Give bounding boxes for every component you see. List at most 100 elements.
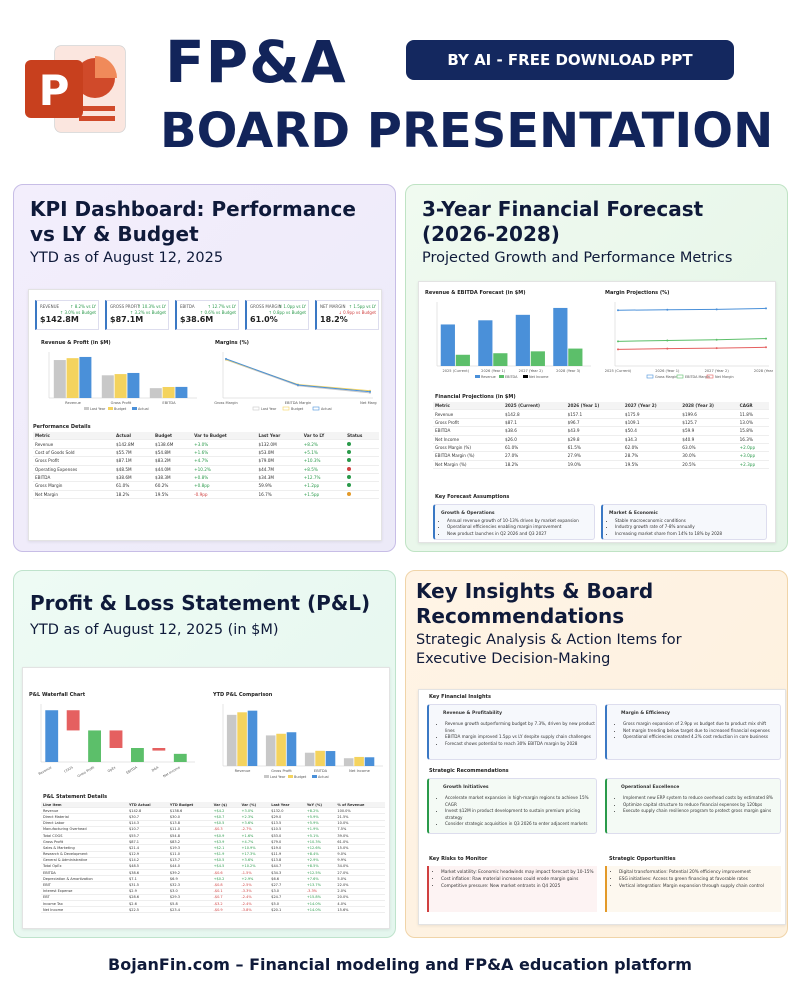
status-cell [345, 456, 379, 466]
table-cell: General & Administrative [41, 857, 127, 864]
table-row: Sales & Marketing $21.4 $19.3 +$2.1 +10.9% $1… [41, 844, 385, 852]
margin-projection-chart: 2025 (Current) 2026 (Year 1) 2027 (Year 2)… [605, 302, 773, 379]
table-row: EBITDA Margin (%) 27.0% 27.9% 28.7% 30.0% +3.… [433, 451, 769, 461]
status-dot [347, 458, 352, 463]
table-cell: +3.6% [239, 857, 270, 864]
category-label: Gross Profit [271, 769, 292, 773]
bullet-item: New product launches in Q2 2026 and Q3 2… [447, 531, 579, 537]
legend-swatch [646, 374, 654, 379]
table-cell: -0.9pp [192, 490, 257, 500]
series-line [617, 338, 767, 342]
column-header: Metric [433, 402, 503, 411]
table-cell: Depreciation & Amortization [41, 875, 127, 883]
table-row: EBIT $31.5 $32.3 -$0.8 -2.5% $27.7 +13.7% 22.0% [41, 881, 385, 889]
bullet-item: Forecast shows potential to reach 30% EB… [445, 741, 596, 748]
bullet-item: Net margin trending below target due to … [623, 728, 770, 735]
status-dot [347, 466, 352, 471]
table-cell: $26.0 [502, 435, 566, 444]
delta-vs-ly: ↑ 10.3% vs LY [137, 304, 166, 309]
table-cell: 34.0% [335, 863, 385, 871]
download-badge[interactable]: BY AI - FREE DOWNLOAD PPT [406, 40, 734, 80]
table-cell: $54.8M [153, 448, 193, 458]
delta-vs-budget: ↓ 0.9pp vs Budget [338, 309, 376, 315]
table-cell: +1.6% [192, 448, 257, 458]
table-row: Depreciation & Amortization $7.1 $6.9 +$0.2… [41, 875, 385, 883]
status-cell [345, 448, 379, 458]
kpi-tile: REVENUE $142.8M ↑ 8.2% vs LY ↑ 3.0% vs Budg… [35, 300, 99, 330]
pl-table-title: P&L Statement Details [43, 794, 108, 800]
legend-swatch [312, 775, 317, 778]
table-cell: $175.9 [622, 409, 681, 419]
table-cell: +0.8pp [192, 481, 257, 491]
bar [530, 351, 545, 366]
table-cell: +4.7% [239, 838, 270, 846]
table-cell: +$3.9 [211, 838, 240, 846]
table-cell: -3.8% [239, 906, 270, 914]
table-cell: $109.1 [622, 418, 681, 428]
bar [175, 386, 188, 398]
table-cell: $40.9 [680, 435, 738, 444]
legend-swatch [499, 375, 504, 378]
table-cell: -$3.2 [211, 900, 240, 908]
table-cell: +3.0pp [737, 451, 769, 461]
table-cell: $32.3 [167, 881, 212, 889]
table-cell: EBIT [41, 881, 127, 889]
kpi-tile: EBITDA $38.6M ↑ 12.7% vs LY ↑ 0.6% vs Budge… [175, 300, 239, 330]
table-cell: $142.8 [502, 409, 566, 419]
table-cell: $10.5 [269, 826, 305, 833]
table-cell: +3.0% [192, 439, 257, 449]
series-line [225, 359, 371, 394]
operational-excellence-box: Operational Excellence Implement new ERP… [605, 778, 781, 834]
kpi-delta: ↑ 1.0pp vs LY ↑ 0.8pp vs Budget [269, 304, 306, 315]
table-cell: -$0.7 [211, 894, 240, 902]
column-header: 2027 (Year 2) [622, 402, 681, 411]
table-cell: Net Income [433, 435, 503, 444]
bar [325, 751, 336, 766]
table-cell: +3.0% [239, 807, 270, 815]
table-cell: 18.2% [114, 490, 154, 500]
legend-label: Budget [294, 775, 307, 779]
table-cell: $13.8 [167, 820, 212, 827]
table-cell: Net Income [41, 906, 127, 914]
table-cell: +10.9% [239, 844, 270, 852]
table-cell: $48.5 [127, 863, 168, 871]
category-label: OpEx [107, 765, 117, 773]
point [666, 339, 669, 342]
revenue-profitability-box: Revenue & Profitability Revenue growth o… [427, 704, 597, 760]
table-cell: +14.0% [304, 900, 336, 908]
kpi-value: 18.2% [320, 315, 348, 324]
table-cell: -2.5% [239, 881, 270, 889]
bullet-item: Market volatility: Economic headwinds ma… [441, 870, 594, 877]
market-economic-box: Market & Economic Stable macroeconomic c… [601, 504, 767, 540]
table-cell: Cost of Goods Sold [33, 448, 115, 458]
pl-screenshot: P&L Waterfall Chart Revenue COGS Gross Pro… [22, 667, 390, 929]
table-cell: $87.1 [127, 838, 168, 846]
bullet-item: Competitive pressure: New market entrant… [441, 884, 594, 891]
table-cell: $34.3 [622, 435, 681, 444]
table-cell: 21.5% [335, 813, 385, 821]
bullet-item: Optimize capital structure to reduce fin… [623, 802, 773, 809]
bar [66, 358, 79, 398]
category-label: Net Income [162, 765, 180, 778]
table-cell: +0.8% [192, 473, 257, 483]
table-cell: $43.9 [565, 426, 623, 436]
table-cell: -$0.6 [211, 869, 240, 877]
category-label: Gross Profit [77, 765, 96, 778]
table-cell: $7.1 [127, 875, 168, 883]
table-cell: 15.0% [335, 844, 385, 852]
table-cell: $38.3M [153, 473, 193, 483]
table-cell: Operating Expenses [33, 465, 115, 474]
table-cell: +1.9% [304, 826, 336, 833]
table-cell: Total COGS [41, 832, 127, 840]
bar [127, 372, 140, 398]
table-row: Gross Profit $87.1 $96.7 $109.1 $125.7 13.0% [433, 418, 769, 428]
category-label: COGS [63, 765, 73, 773]
table-row: Revenue $142.8M $138.6M +3.0% $132.0M +8.2% [33, 439, 379, 449]
table-row: Manufacturing Overhead $10.7 $11.0 -$0.3 -2.… [41, 826, 385, 833]
table-cell: Interest Expense [41, 888, 127, 895]
delta-vs-budget: ↑ 0.8pp vs Budget [268, 309, 306, 315]
table-cell: $83.2M [153, 456, 193, 466]
table-cell: $39.2 [167, 869, 212, 877]
footer-text: BojanFin.com – Financial modeling and FP… [108, 955, 692, 974]
table-cell: -$0.1 [211, 888, 240, 895]
